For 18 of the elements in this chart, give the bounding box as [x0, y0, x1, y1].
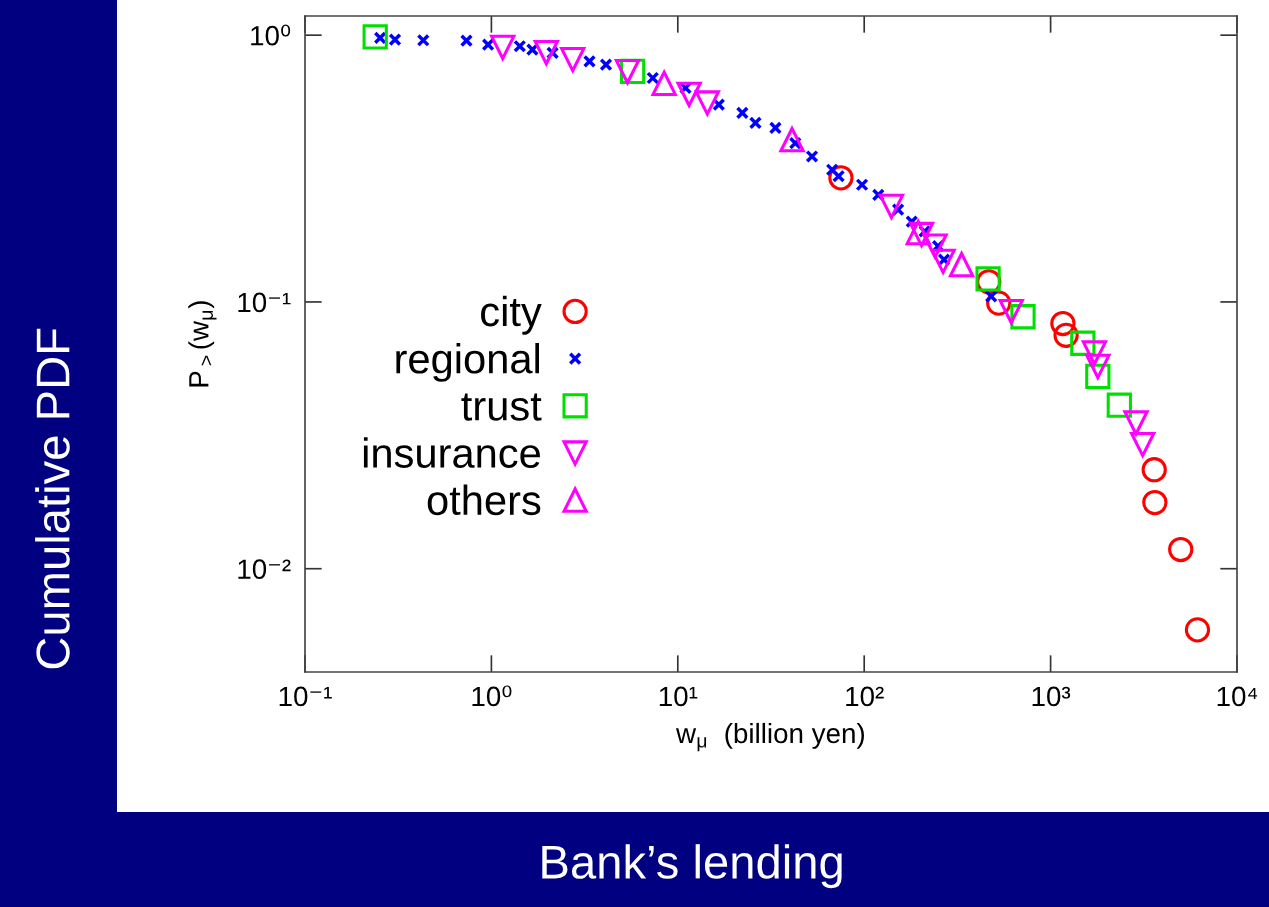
- legend-label: city: [481, 295, 542, 335]
- x-tick-label: 10³: [1032, 686, 1071, 707]
- legend-label: insurance: [363, 437, 540, 468]
- x-tick-label: 10²: [846, 686, 884, 707]
- y-axis-title: P$_{>}$(w$_{μ}$): [188, 301, 217, 387]
- x-axis-title: w$_{μ}$ (billion yen): [675, 722, 864, 752]
- x-tick-label: 10⁻¹: [279, 686, 332, 707]
- x-tick-label: 10⁴: [1217, 686, 1258, 707]
- y-tick-label: 10⁻²: [238, 559, 291, 580]
- x-tick-label: 10¹: [659, 686, 698, 707]
- y-tick-label: 10⁻¹: [238, 292, 291, 313]
- text: Cumulative PDF: [35, 328, 70, 669]
- x-tick-label: 10⁰: [472, 685, 512, 707]
- legend-label: regional: [396, 343, 540, 382]
- legend-label: others: [427, 484, 541, 516]
- legend-label: trust: [461, 393, 542, 421]
- text: Bank’s lending: [542, 844, 842, 889]
- y-tick-label: 10⁰: [251, 24, 291, 46]
